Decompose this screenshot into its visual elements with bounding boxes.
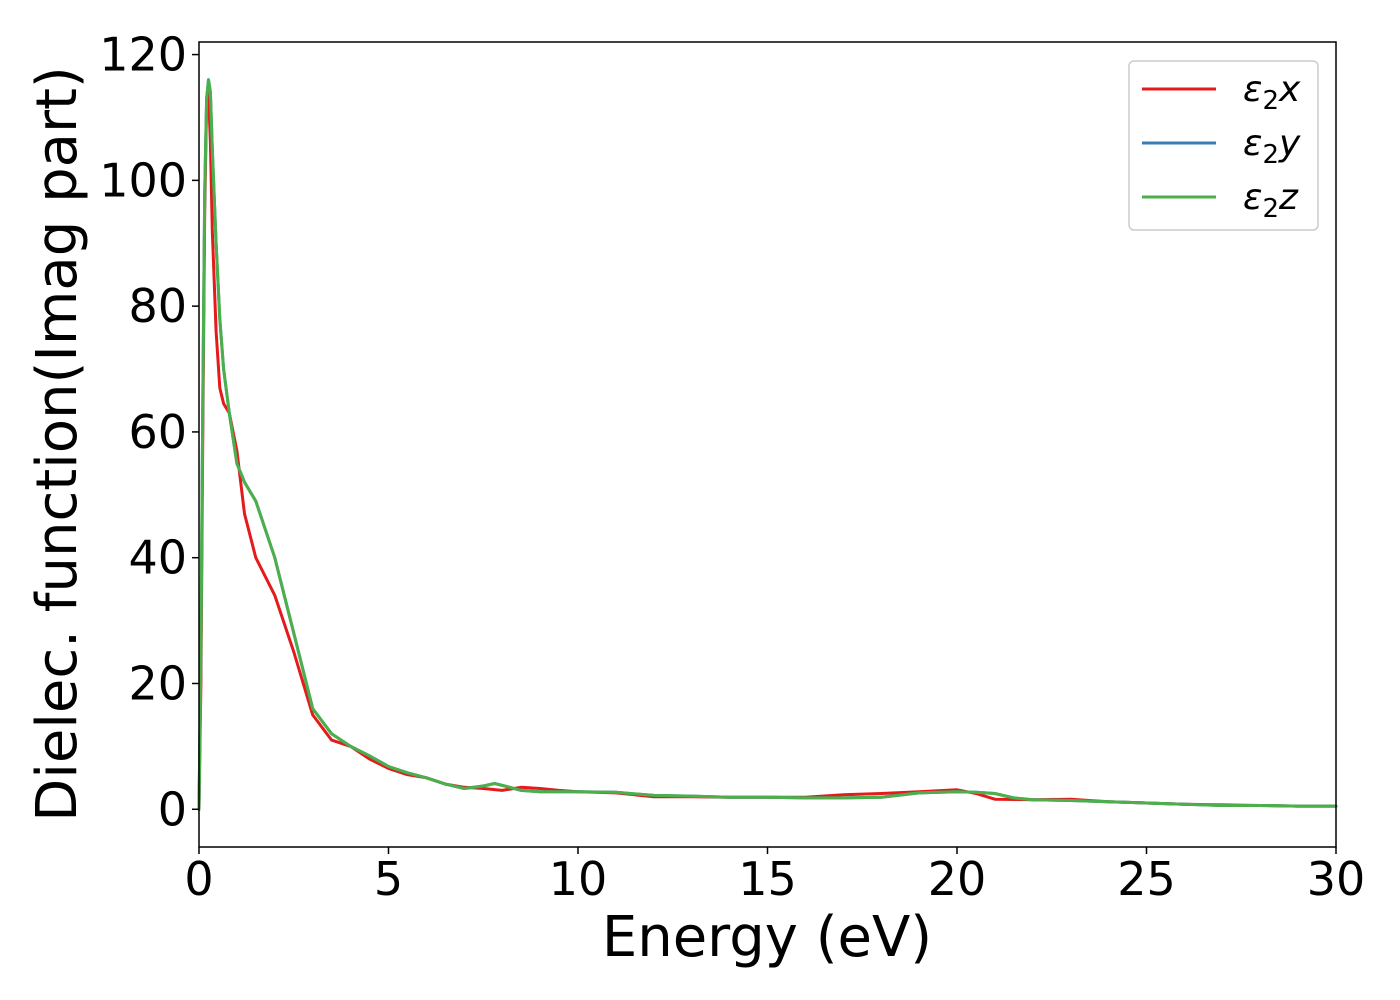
x-tick-label: 20 (928, 852, 987, 906)
x-tick-label: 25 (1117, 852, 1176, 906)
y-tick-label: 80 (128, 279, 187, 333)
y-tick-label: 60 (128, 405, 187, 459)
x-tick-label: 15 (738, 852, 797, 906)
legend-label: ε2x (1243, 69, 1301, 116)
x-tick-label: 30 (1307, 852, 1366, 906)
y-tick-label: 40 (128, 531, 187, 585)
y-axis-label: Dielec. function(Imag part) (25, 66, 90, 822)
series-layer (197, 78, 1338, 811)
legend-entry-y: ε2y (1142, 123, 1301, 170)
x-tick-label: 0 (184, 852, 213, 906)
y-tick-label: 120 (99, 28, 187, 82)
legend-entry-x: ε2x (1142, 69, 1301, 116)
series-line-z (197, 78, 1338, 811)
series-line-x (197, 90, 1338, 811)
legend-entries: ε2x ε2y ε2z (1142, 69, 1301, 224)
x-tick-label: 5 (374, 852, 403, 906)
legend-entry-z: ε2z (1142, 177, 1299, 224)
y-tick-label: 100 (99, 153, 187, 207)
legend-box (1128, 60, 1319, 231)
legend-label: ε2y (1243, 123, 1301, 170)
y-tick-label: 20 (128, 656, 187, 710)
legend-label: ε2z (1243, 177, 1299, 224)
x-axis-label: Energy (eV) (602, 905, 932, 970)
ticks-layer: 0 5 10 15 20 25 30 0 20 40 60 80 100 120 (99, 28, 1365, 906)
x-tick-label: 10 (549, 852, 608, 906)
legend: ε2x ε2y ε2z (1128, 60, 1319, 231)
y-tick-label: 0 (158, 782, 187, 836)
